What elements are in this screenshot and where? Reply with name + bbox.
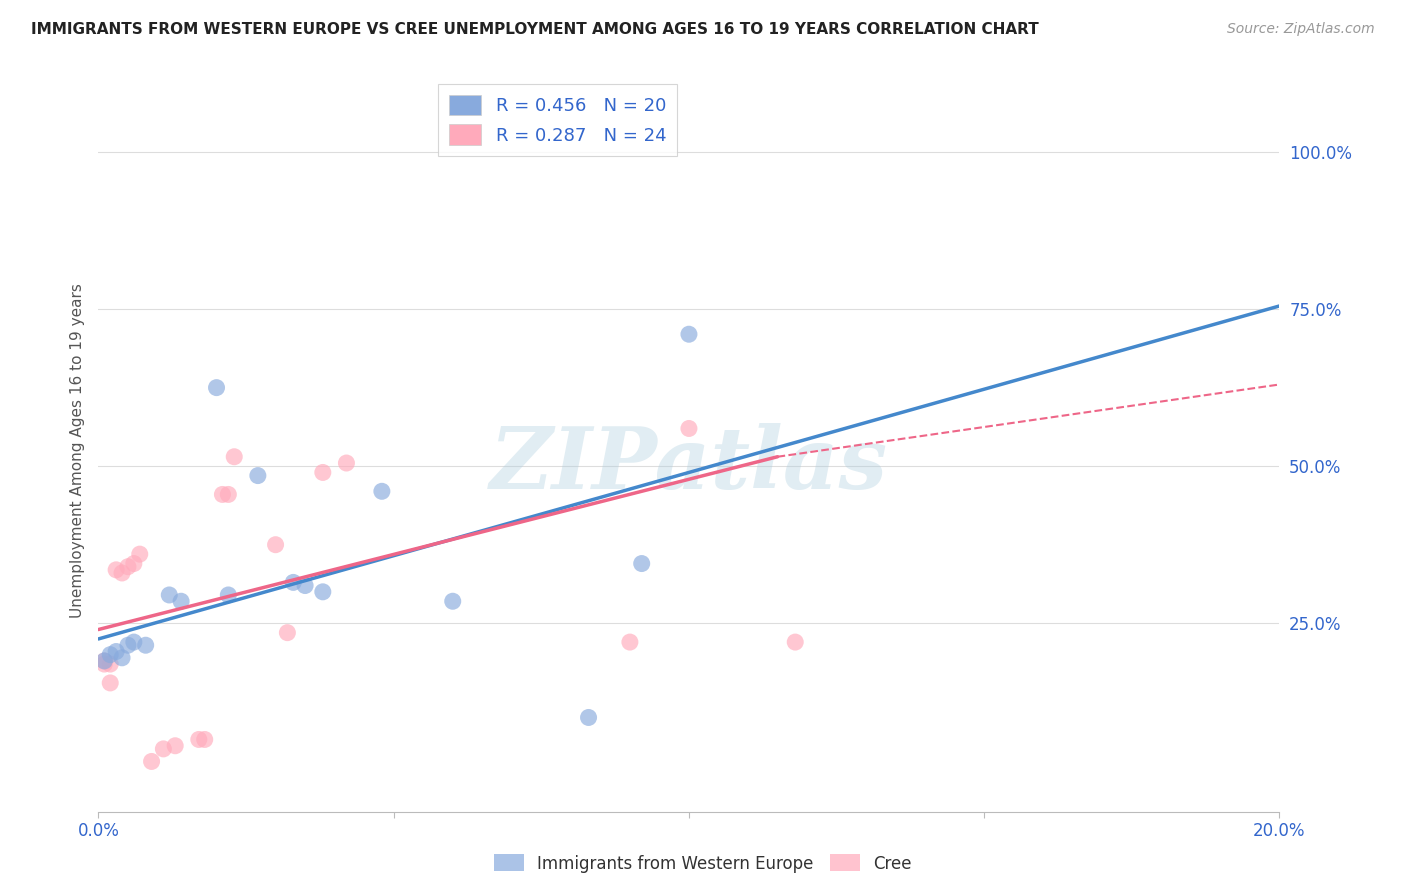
Point [105, 563, 128, 577]
Point [630, 557, 652, 571]
Point [371, 484, 394, 499]
Legend: R = 0.456   N = 20, R = 0.287   N = 24: R = 0.456 N = 20, R = 0.287 N = 24 [439, 84, 678, 156]
Point [264, 538, 287, 552]
Point [217, 487, 239, 501]
Point [111, 566, 134, 580]
Point [152, 742, 174, 756]
Text: ZIPatlas: ZIPatlas [489, 423, 889, 507]
Point [678, 421, 700, 435]
Point [217, 588, 239, 602]
Point [619, 635, 641, 649]
Point [224, 450, 246, 464]
Point [312, 466, 335, 480]
Point [170, 594, 193, 608]
Point [98, 648, 121, 662]
Point [122, 635, 145, 649]
Point [312, 584, 335, 599]
Point [785, 635, 807, 649]
Text: Source: ZipAtlas.com: Source: ZipAtlas.com [1227, 22, 1375, 37]
Point [187, 732, 209, 747]
Point [93, 657, 115, 671]
Point [165, 739, 187, 753]
Point [578, 710, 600, 724]
Point [93, 654, 115, 668]
Point [98, 676, 121, 690]
Point [117, 559, 139, 574]
Y-axis label: Unemployment Among Ages 16 to 19 years: Unemployment Among Ages 16 to 19 years [69, 283, 84, 618]
Point [157, 588, 180, 602]
Point [294, 578, 316, 592]
Point [211, 487, 233, 501]
Point [141, 755, 163, 769]
Point [194, 732, 217, 747]
Point [283, 575, 305, 590]
Point [678, 327, 700, 342]
Point [205, 381, 228, 395]
Legend: Immigrants from Western Europe, Cree: Immigrants from Western Europe, Cree [488, 847, 918, 880]
Point [276, 625, 298, 640]
Point [111, 650, 134, 665]
Point [93, 654, 115, 668]
Point [135, 638, 157, 652]
Point [98, 657, 121, 671]
Point [122, 557, 145, 571]
Point [105, 644, 128, 658]
Text: IMMIGRANTS FROM WESTERN EUROPE VS CREE UNEMPLOYMENT AMONG AGES 16 TO 19 YEARS CO: IMMIGRANTS FROM WESTERN EUROPE VS CREE U… [31, 22, 1039, 37]
Point [335, 456, 357, 470]
Point [246, 468, 269, 483]
Point [128, 547, 150, 561]
Point [441, 594, 464, 608]
Point [117, 638, 139, 652]
